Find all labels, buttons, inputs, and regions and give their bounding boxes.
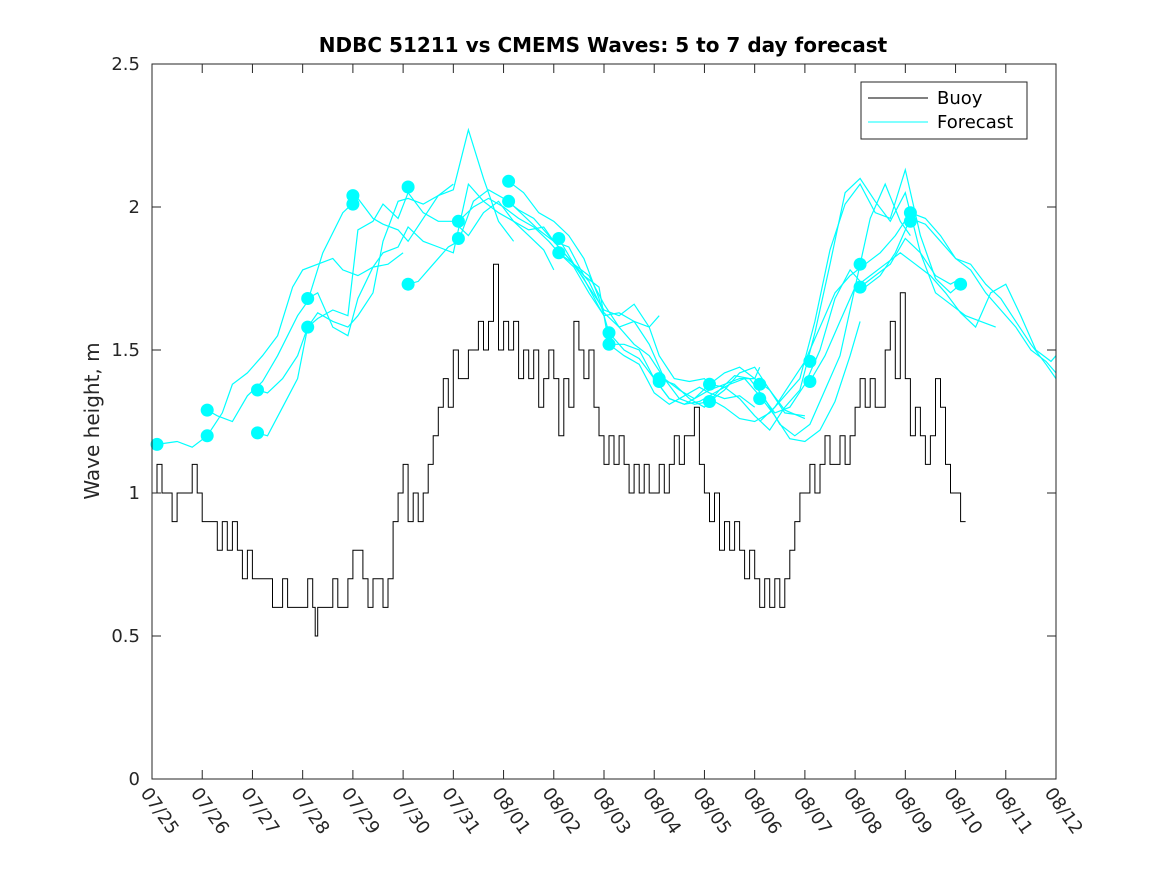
y-tick-label: 2 [129,197,140,218]
legend-box [860,81,1028,140]
forecast-point [652,375,666,388]
forecast-point [803,375,817,388]
forecast-point [502,194,516,208]
forecast-series-line [658,182,911,437]
y-axis: 0 0.5 1 1.5 2 2.5 [111,54,1056,790]
chart-title: NDBC 51211 vs CMEMS Waves: 5 to 7 day fo… [319,33,888,57]
forecast-point [301,292,315,305]
forecast-point [552,232,566,245]
forecast-point [753,377,767,391]
forecast-series-line [257,191,555,437]
forecast-series-line [609,321,861,443]
forecast-point [703,377,716,391]
forecast-point [251,383,264,397]
forecast-series-line [206,183,454,423]
y-tick-label: 1 [129,483,140,504]
forecast-series-line [457,197,710,385]
forecast-point [803,354,817,368]
forecast-point [853,280,867,294]
forecast-point [703,395,716,408]
forecast-series-line [859,237,996,328]
forecast-point [301,320,315,334]
forecast-point [200,429,214,443]
y-tick-label: 0 [129,769,140,790]
legend-buoy-label: Buoy [937,88,983,109]
forecast-point [853,257,867,271]
forecast-point [903,214,917,228]
forecast-point [401,277,415,291]
forecast-point [602,337,616,351]
buoy-series-line [152,263,966,637]
forecast-point [251,426,264,440]
forecast-point [502,174,516,188]
buoy-line [152,263,966,637]
forecast-point [552,246,566,260]
forecast-point [602,326,616,340]
forecast-points [150,174,968,451]
forecast-series-line [709,167,961,423]
forecast-series-line [558,252,805,417]
y-axis-label: Wave height, m [80,342,104,499]
forecast-point [401,180,415,194]
forecast-point [954,277,968,291]
forecast-series-line [257,127,515,394]
y-tick-label: 2.5 [111,54,140,75]
forecast-point [200,403,214,417]
plot-area [150,63,1057,780]
plot-background [152,64,1056,779]
forecast-point [753,392,767,406]
forecast-point [346,197,360,211]
y-tick-label: 1.5 [111,340,140,361]
forecast-series-line [809,252,1057,382]
forecast-point [451,232,465,245]
forecast-lines [156,127,1057,448]
forecast-point [150,437,164,451]
legend: Buoy Forecast [860,81,1028,140]
forecast-series-line [508,180,761,405]
legend-forecast-label: Forecast [937,112,1013,133]
y-tick-label: 0.5 [111,626,140,647]
forecast-point [451,214,465,228]
